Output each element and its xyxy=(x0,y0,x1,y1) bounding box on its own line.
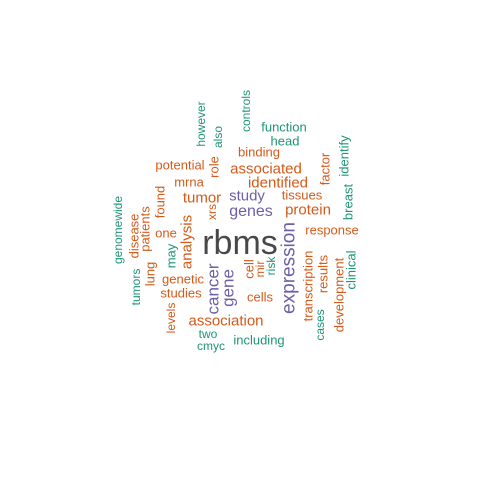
word-gene: gene xyxy=(218,269,238,307)
word-identified: identified xyxy=(247,174,309,192)
word-tumor: tumor xyxy=(182,189,222,207)
word-associated: associated xyxy=(230,160,302,178)
word-factor: factor xyxy=(317,152,333,186)
word-identify: identify xyxy=(336,135,352,177)
word-study: study xyxy=(229,187,265,205)
word-function: function xyxy=(261,119,307,135)
word-clinical: clinical xyxy=(343,250,359,290)
word-role: role xyxy=(206,156,222,178)
word-also: also xyxy=(211,125,225,149)
word-cases: cases xyxy=(313,309,327,341)
word-tissues: tissues xyxy=(281,187,323,203)
word-genes: genes xyxy=(229,203,273,220)
word-lung: lung xyxy=(142,261,158,287)
word-found: found xyxy=(152,185,168,219)
word-disease: disease xyxy=(126,213,142,259)
word-rbms: rbms xyxy=(202,224,278,262)
word-levels: levels xyxy=(164,302,178,334)
word-tumors: tumors xyxy=(129,268,143,306)
word-studies: studies xyxy=(160,285,202,301)
word-analysis: analysis xyxy=(178,214,196,270)
word-potential: potential xyxy=(155,157,205,173)
word-association: association xyxy=(188,312,264,330)
word-genetic: genetic xyxy=(162,271,204,287)
word-cmyc: cmyc xyxy=(197,339,225,353)
word-may: may xyxy=(163,243,179,269)
word-response: response xyxy=(305,222,359,238)
word-risk: risk xyxy=(264,256,278,276)
word-mrna: mrna xyxy=(174,174,204,190)
word-genomewide: genomewide xyxy=(111,195,125,265)
word-head: head xyxy=(270,133,300,149)
word-cells: cells xyxy=(246,289,274,305)
word-two: two xyxy=(198,327,218,341)
word-protein: protein xyxy=(285,201,331,219)
word-binding: binding xyxy=(238,144,280,160)
word-however: however xyxy=(194,101,208,147)
word-expression: expression xyxy=(278,222,300,314)
word-xrs: xrs xyxy=(205,204,219,220)
word-one: one xyxy=(155,225,177,241)
word-breast: breast xyxy=(340,183,356,221)
word-including: including xyxy=(233,332,285,348)
word-results: results xyxy=(315,254,331,294)
word-controls: controls xyxy=(239,89,253,133)
